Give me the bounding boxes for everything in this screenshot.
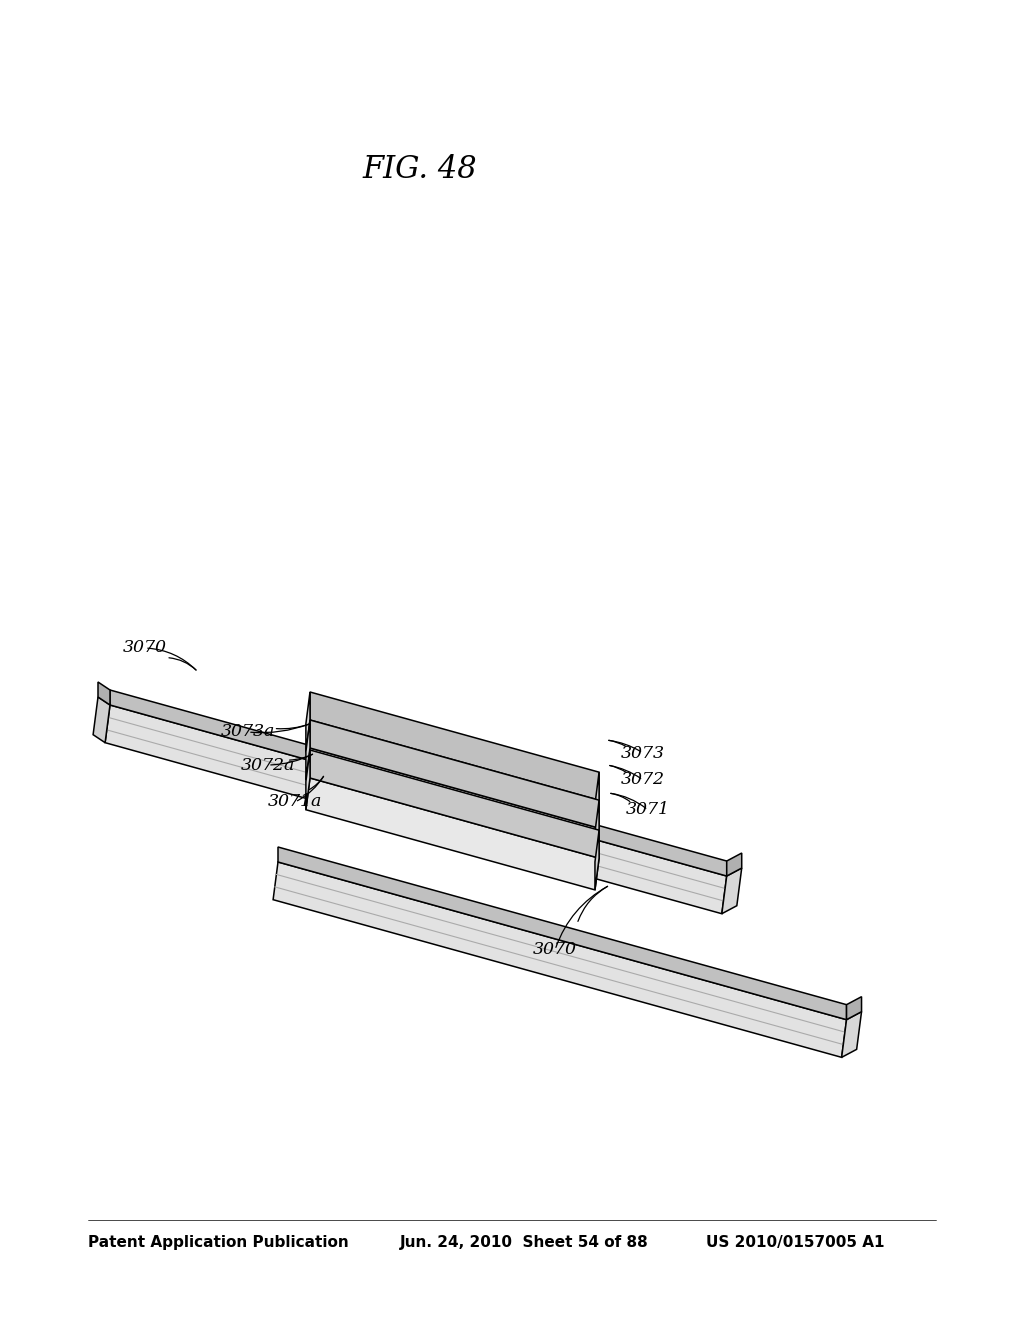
Polygon shape [110, 690, 727, 876]
Polygon shape [273, 862, 847, 1057]
Text: 3073: 3073 [621, 744, 665, 762]
Text: 3070: 3070 [123, 639, 167, 656]
FancyArrowPatch shape [608, 741, 641, 751]
Polygon shape [306, 777, 599, 890]
FancyArrowPatch shape [297, 776, 324, 801]
Polygon shape [595, 800, 599, 859]
Polygon shape [310, 750, 599, 858]
Polygon shape [310, 692, 599, 800]
FancyArrowPatch shape [147, 648, 196, 671]
Polygon shape [842, 1011, 861, 1057]
Polygon shape [93, 697, 110, 743]
Polygon shape [105, 705, 727, 913]
Polygon shape [722, 869, 741, 913]
Text: US 2010/0157005 A1: US 2010/0157005 A1 [706, 1234, 885, 1250]
Text: FIG. 48: FIG. 48 [362, 154, 477, 186]
FancyArrowPatch shape [270, 754, 312, 764]
Text: 3071a: 3071a [268, 793, 323, 810]
Text: 3072a: 3072a [241, 756, 295, 774]
Polygon shape [306, 692, 310, 751]
Polygon shape [595, 830, 599, 890]
Polygon shape [306, 748, 599, 859]
FancyArrowPatch shape [556, 886, 607, 948]
Polygon shape [595, 772, 599, 832]
Text: 3073a: 3073a [221, 723, 275, 741]
Polygon shape [306, 719, 599, 832]
Polygon shape [847, 997, 861, 1019]
Text: 3071: 3071 [626, 801, 670, 818]
Text: 3072: 3072 [621, 771, 665, 788]
Text: Jun. 24, 2010  Sheet 54 of 88: Jun. 24, 2010 Sheet 54 of 88 [400, 1234, 649, 1250]
Polygon shape [98, 682, 110, 705]
Polygon shape [306, 750, 310, 809]
Polygon shape [278, 847, 847, 1019]
Polygon shape [310, 719, 599, 828]
Polygon shape [727, 853, 741, 876]
FancyArrowPatch shape [610, 793, 646, 808]
Text: 3070: 3070 [534, 941, 577, 958]
Polygon shape [306, 719, 310, 780]
FancyArrowPatch shape [251, 723, 309, 733]
FancyArrowPatch shape [609, 766, 641, 779]
Text: Patent Application Publication: Patent Application Publication [88, 1234, 349, 1250]
